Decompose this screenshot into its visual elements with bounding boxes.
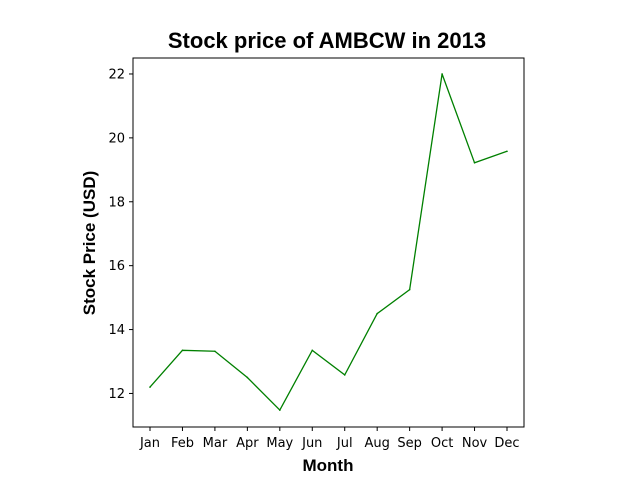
y-tick-label: 22 <box>108 67 125 82</box>
x-tick-label: May <box>266 436 293 451</box>
x-tick-label: Jan <box>139 436 160 451</box>
data-point <box>149 386 151 388</box>
y-tick-label: 12 <box>108 387 125 402</box>
data-point <box>408 288 411 291</box>
data-point <box>311 349 314 352</box>
series-layer <box>149 73 508 412</box>
x-tick-label: Nov <box>462 436 488 451</box>
x-tick-label: Oct <box>431 436 453 451</box>
y-axis: 12 14 16 18 20 22 <box>108 67 133 402</box>
y-tick-label: 18 <box>108 195 125 210</box>
x-tick-label: Sep <box>397 436 422 451</box>
data-point <box>376 312 378 315</box>
series-line <box>149 73 508 412</box>
x-axis-label: Month <box>303 456 354 475</box>
x-tick-label: Mar <box>203 436 228 451</box>
data-point <box>473 161 476 164</box>
data-point <box>441 73 443 75</box>
data-point <box>214 350 216 353</box>
plot-area <box>132 57 525 428</box>
y-tick-label: 16 <box>108 259 125 274</box>
x-axis: Jan Feb Mar Apr May Jun Jul Aug Sep Oct Nov Dec <box>139 427 520 451</box>
chart-title: Stock price of AMBCW in 2013 <box>168 28 486 53</box>
data-point <box>279 409 281 411</box>
data-point <box>506 150 508 153</box>
x-tick-label: Jun <box>301 436 322 451</box>
x-tick-label: Aug <box>364 436 389 451</box>
x-tick-label: Jul <box>336 436 353 451</box>
x-tick-label: Dec <box>494 436 519 451</box>
data-point <box>246 376 249 379</box>
y-axis-label: Stock Price (USD) <box>80 171 99 316</box>
y-tick-label: 20 <box>108 131 125 146</box>
data-point <box>343 374 346 376</box>
x-tick-label: Apr <box>236 436 259 451</box>
y-tick-label: 14 <box>108 323 125 338</box>
x-tick-label: Feb <box>171 436 194 451</box>
data-point <box>181 349 184 352</box>
